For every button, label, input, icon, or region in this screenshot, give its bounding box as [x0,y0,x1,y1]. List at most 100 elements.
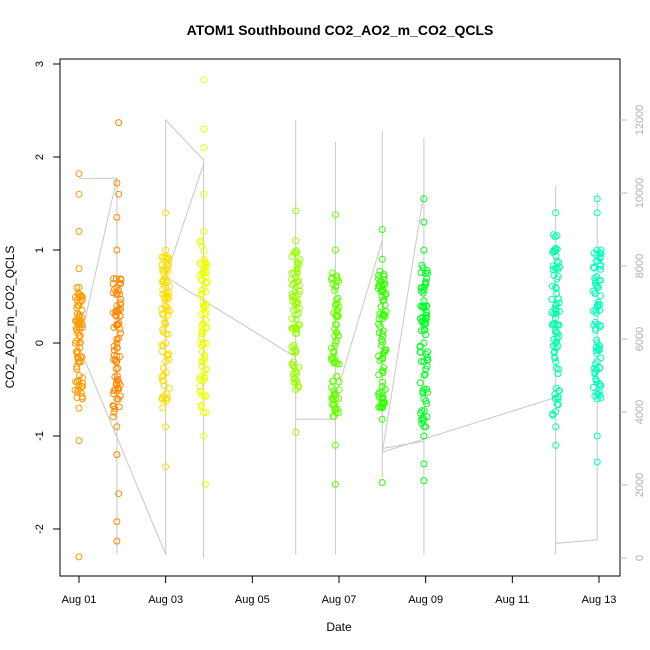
data-point [162,423,170,431]
band-point [549,266,557,274]
band-point [420,407,428,415]
band-point [333,328,340,336]
points-layer [75,76,601,561]
data-point [200,227,208,235]
data-point [200,144,208,152]
data-point [292,348,300,356]
band-point [380,296,388,304]
band-point [109,402,117,410]
data-point [113,320,121,328]
data-point [200,265,208,273]
data-point [378,311,386,319]
band-point [197,388,205,396]
data-point [75,190,83,198]
data-point [552,395,560,403]
band-point [288,315,296,323]
band-point [159,277,167,285]
band-point [555,321,563,329]
data-point [552,209,560,217]
band-point [77,389,85,397]
data-point [200,409,208,417]
data-point [593,195,601,203]
band-point [78,393,86,400]
data-point [113,302,121,310]
x-axis: Aug 01 Aug 03 Aug 05 Aug 07 Aug 09 Aug 11 Aug … [62,575,617,606]
data-point [378,367,386,375]
band-point [110,390,117,398]
band-point [420,371,428,379]
data-point [113,339,121,347]
data-point [420,432,428,440]
data-point [292,237,300,245]
data-point [552,339,560,347]
band-point [555,259,563,266]
band-point [551,314,559,322]
data-point [593,320,601,328]
band-point [289,293,296,301]
data-point [75,339,83,347]
band-point [113,336,121,344]
band-point [333,274,341,282]
data-point [292,428,300,436]
band-point [590,365,598,372]
data-point [378,293,386,300]
band-point [292,283,300,291]
band-point [334,294,342,302]
band-point [333,372,341,380]
data-point [593,395,601,403]
y2-tick-label: 4000 [634,400,646,424]
band-point [379,349,387,357]
band-point [289,362,297,370]
band-point [331,342,339,350]
data-point [200,320,208,328]
band-point [116,353,124,360]
band-point [290,363,298,371]
band-point [420,385,428,393]
band-point [158,394,166,402]
band-point [416,379,424,387]
band-point [416,315,424,322]
band-point [552,307,560,315]
series-1 [113,119,123,545]
band-point [591,279,599,287]
band-point [329,355,337,363]
band-point [424,348,432,356]
band-point [554,295,562,303]
band-point [334,313,342,320]
band-point [380,276,388,284]
band-point [296,287,303,295]
band-point [113,344,121,352]
chart-title: ATOM1 Southbound CO2_AO2_m_CO2_QCLS [187,22,494,38]
x-tick-label: Aug 13 [582,594,617,606]
band-point [289,325,297,333]
band-point [159,326,167,334]
data-point [420,395,428,403]
band-point [293,261,301,269]
band-point [555,387,563,395]
band-point [113,352,121,360]
band-point [115,334,123,342]
data-point [331,211,339,219]
band-point [158,261,166,269]
data-point [162,320,170,328]
band-point [117,296,125,303]
data-point [292,274,300,282]
band-point [114,287,122,294]
band-point [112,365,120,373]
data-point [200,358,208,366]
data-point [162,302,170,310]
band-point [76,332,84,340]
band-point [116,312,124,320]
data-point [552,358,560,366]
x-tick-label: Aug 07 [322,594,357,606]
band-point [591,370,599,378]
band-point [424,269,432,277]
band-point [73,365,81,373]
data-point [378,330,386,338]
y-tick-label: -1 [34,431,46,441]
data-point [113,213,121,221]
data-point [552,302,560,310]
band-point [330,347,338,355]
band-point [162,276,170,284]
